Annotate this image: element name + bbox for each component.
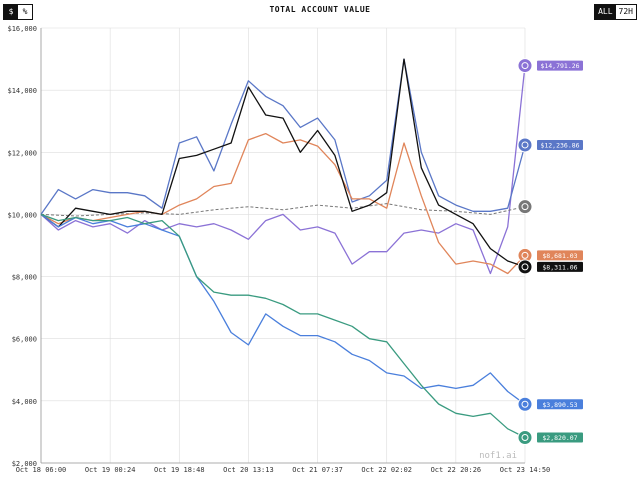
x-tick-label: Oct 22 20:26 [431, 466, 482, 474]
x-tick-label: Oct 19 00:24 [85, 466, 136, 474]
series-value-label-4: $8,311.06 [542, 263, 577, 271]
series-value-badge-3 [537, 250, 583, 261]
y-tick-label: $14,000 [7, 87, 37, 95]
series-marker-5 [521, 400, 529, 408]
x-tick-label: Oct 22 02:02 [361, 466, 412, 474]
y-tick-label: $16,000 [7, 25, 37, 33]
x-tick-label: Oct 23 14:50 [500, 466, 551, 474]
series-value-badge-0 [537, 60, 583, 71]
range-72h-button[interactable]: 72H [615, 5, 636, 19]
range-toggle: ALL 72H [594, 4, 637, 20]
series-line-1 [40, 58, 526, 215]
series-value-label-0: $14,791.26 [540, 62, 579, 70]
series-line-3 [40, 132, 526, 275]
y-tick-label: $2,000 [12, 460, 37, 468]
x-tick-label: Oct 20 13:13 [223, 466, 274, 474]
series-line-0 [40, 65, 526, 275]
range-all-button[interactable]: ALL [595, 5, 616, 19]
watermark: nof1.ai [479, 451, 517, 461]
series-value-label-3: $8,681.03 [542, 252, 577, 260]
chart-title: TOTAL ACCOUNT VALUE [269, 5, 371, 14]
series-marker-3 [521, 251, 529, 259]
series-value-badge-1 [537, 139, 583, 150]
series-value-label-1: $12,236.86 [540, 141, 579, 149]
series-value-badge-4 [537, 261, 583, 272]
series-marker-2 [521, 203, 529, 211]
y-tick-label: $6,000 [12, 336, 37, 344]
unit-percent-button[interactable]: % [18, 5, 32, 19]
grok-logo-icon [517, 259, 533, 275]
series-line-2 [40, 203, 526, 217]
series-marker-4 [521, 263, 529, 271]
unit-dollar-button[interactable]: $ [4, 5, 18, 19]
y-tick-label: $12,000 [7, 149, 37, 157]
series-marker-1 [521, 141, 529, 149]
series-value-label-5: $3,890.53 [542, 401, 577, 409]
series-value-badge-5 [537, 399, 583, 410]
series-marker-0 [521, 62, 529, 70]
x-tick-label: Oct 21 07:37 [292, 466, 343, 474]
y-tick-label: $10,000 [7, 211, 37, 219]
series-line-6 [40, 213, 526, 439]
deepseek-logo-icon [517, 58, 533, 74]
y-tick-label: $4,000 [12, 398, 37, 406]
series-value-label-6: $2,820.07 [542, 434, 577, 442]
bitcoin-icon-icon [517, 199, 533, 215]
series-value-badge-6 [537, 432, 583, 443]
y-tick-label: $8,000 [12, 274, 37, 282]
unit-toggle: $ % [3, 4, 33, 20]
series-marker-6 [521, 434, 529, 442]
x-tick-label: Oct 18 06:00 [16, 466, 67, 474]
gemini-logo-icon [517, 396, 533, 412]
qwen-logo-icon [517, 137, 533, 153]
series-line-5 [40, 213, 526, 405]
openai-logo-icon [517, 430, 533, 446]
x-tick-label: Oct 19 18:48 [154, 466, 205, 474]
series-line-4 [40, 58, 526, 268]
